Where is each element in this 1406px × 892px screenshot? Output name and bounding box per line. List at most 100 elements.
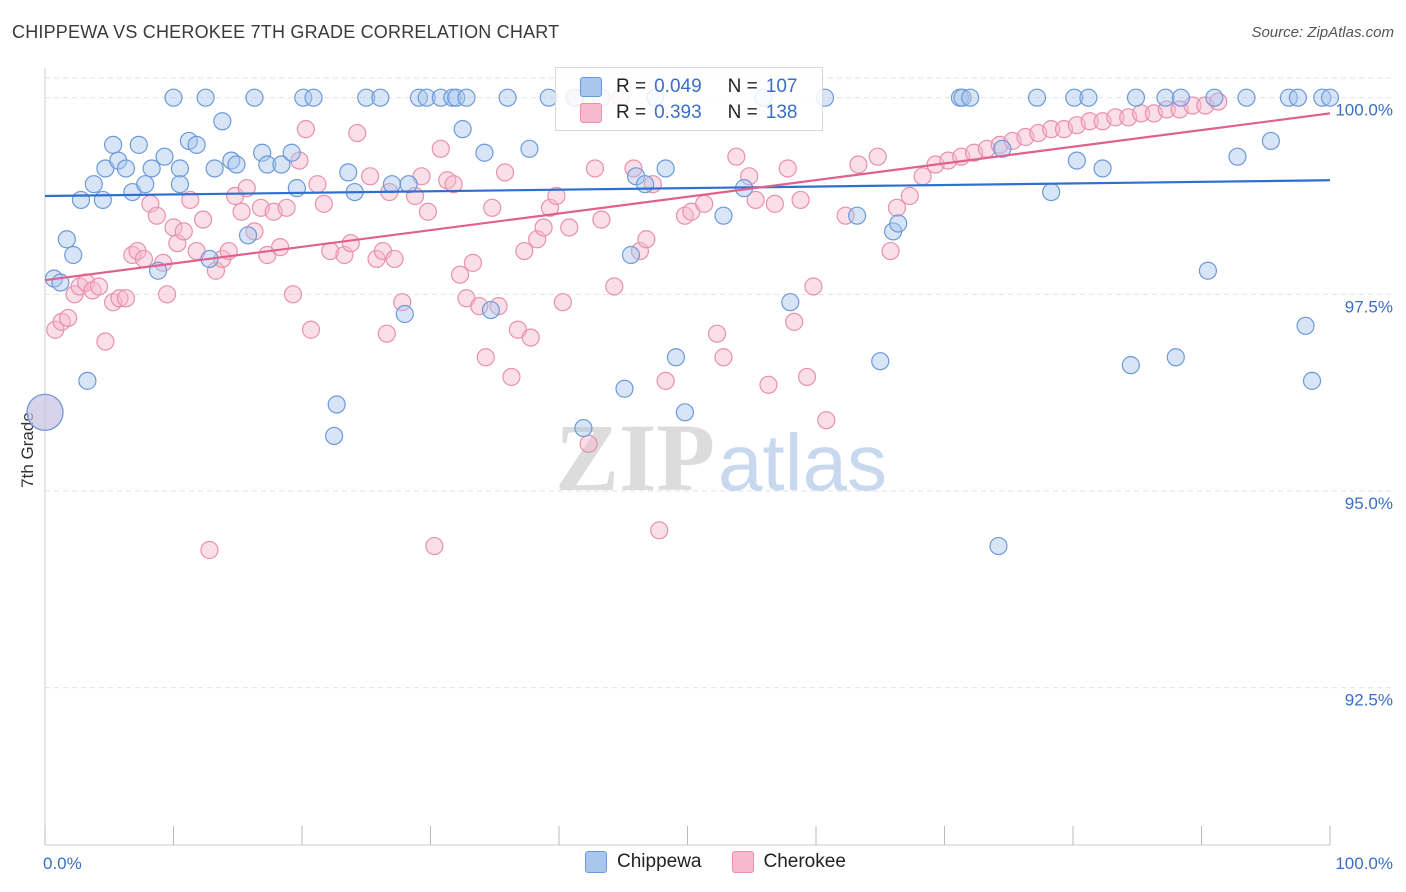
cherokee-point: [785, 312, 804, 331]
cherokee-point: [341, 234, 360, 253]
cherokee-point: [714, 348, 733, 367]
x-tick-label: 100.0%: [1335, 854, 1393, 873]
chippewa-point: [258, 155, 277, 174]
cherokee-point: [296, 120, 315, 139]
chippewa-point: [170, 159, 190, 178]
chippewa-point: [1313, 88, 1332, 107]
cherokee-point: [592, 210, 611, 229]
chippewa-point: [1067, 151, 1086, 170]
chippewa-point: [1237, 88, 1256, 107]
chippewa-point: [1261, 131, 1280, 151]
chippewa-point: [417, 88, 436, 107]
legend-r-value: 0.393: [654, 102, 702, 123]
chippewa-point: [781, 293, 800, 312]
chippewa-point: [205, 159, 224, 178]
cherokee-point: [495, 163, 515, 182]
chart-title: CHIPPEWA VS CHEROKEE 7TH GRADE CORRELATI…: [12, 22, 560, 42]
cherokee-point: [157, 285, 177, 304]
chippewa-point: [666, 348, 686, 367]
chippewa-swatch: [585, 851, 607, 873]
source-credit: Source: ZipAtlas.com: [1251, 24, 1394, 41]
chippewa-swatch: [580, 77, 602, 97]
chippewa-point: [481, 300, 500, 320]
cherokee-point: [476, 348, 495, 367]
cherokee-point: [1042, 120, 1061, 139]
cherokee-point: [147, 206, 166, 225]
chippewa-point: [357, 88, 376, 107]
cherokee-point: [116, 289, 136, 308]
correlation-legend: R = 0.049 N = 107 R = 0.393 N = 138: [555, 67, 823, 131]
chippewa-point: [621, 245, 641, 265]
chippewa-point: [84, 175, 103, 194]
legend-label-cherokee: Cherokee: [763, 851, 846, 872]
x-tick-label: 0.0%: [43, 854, 82, 873]
chippewa-point: [1166, 348, 1185, 367]
chippewa-point: [245, 88, 264, 107]
chippewa-point: [227, 155, 246, 174]
chippewa-point: [93, 190, 112, 210]
legend-n-label: N =: [727, 76, 758, 97]
chippewa-point: [1228, 147, 1247, 166]
tick-label-layer: 92.5% 95.0% 97.5% 100.0% 0.0% 100.0%: [43, 101, 1393, 873]
cherokee-point: [695, 194, 714, 213]
cherokee-point: [271, 238, 290, 257]
cherokee-point: [470, 297, 489, 316]
legend-item-chippewa[interactable]: Chippewa: [585, 851, 702, 873]
cherokee-swatch: [731, 851, 754, 873]
chippewa-point: [453, 120, 472, 139]
cherokee-point: [450, 265, 470, 284]
cherokee-point: [283, 285, 303, 304]
cherokee-point: [521, 328, 540, 347]
cherokee-point: [900, 186, 919, 206]
chippewa-point: [1121, 356, 1140, 375]
cherokee-point: [528, 230, 547, 249]
chippewa-point: [1302, 371, 1322, 390]
legend-n-label: N =: [727, 102, 758, 123]
cherokee-point: [361, 167, 380, 186]
chippewa-point: [447, 88, 466, 107]
chippewa-point: [304, 88, 323, 107]
chippewa-point: [104, 135, 123, 154]
cherokee-trend-line: [44, 112, 1331, 282]
axis-layer: [44, 68, 1331, 846]
cherokee-point: [206, 261, 226, 280]
cherokee-point: [849, 155, 868, 174]
chippewa-trend-line: [44, 179, 1331, 198]
cherokee-point: [560, 218, 579, 237]
chippewa-point: [635, 175, 655, 194]
chippewa-point: [1027, 88, 1047, 107]
cherokee-point: [791, 190, 810, 210]
chippewa-point: [1042, 182, 1061, 202]
chippewa-point: [327, 395, 346, 414]
points-layer: [26, 88, 1340, 560]
chippewa-point: [71, 190, 91, 210]
chippewa-point: [848, 206, 867, 225]
cherokee-point: [759, 375, 778, 394]
y-tick-label: 92.5%: [1345, 691, 1393, 710]
chippewa-point: [395, 304, 414, 324]
cherokee-point: [727, 147, 746, 166]
cherokee-point: [463, 253, 483, 272]
chippewa-point: [953, 88, 972, 107]
cherokee-point: [515, 241, 534, 261]
cherokee-point: [502, 367, 521, 387]
watermark: ZIP atlas: [555, 404, 887, 511]
chippewa-point: [272, 155, 291, 174]
trend-layer: [44, 112, 1331, 282]
cherokee-point: [89, 277, 109, 296]
chippewa-point: [520, 139, 539, 158]
chippewa-point: [498, 88, 517, 107]
cherokee-point: [308, 175, 327, 194]
cherokee-point: [1106, 108, 1125, 127]
cherokee-point: [553, 293, 572, 312]
cherokee-point: [605, 277, 624, 296]
legend-item-cherokee[interactable]: Cherokee: [731, 851, 846, 873]
cherokee-point: [540, 198, 560, 217]
cherokee-point: [232, 202, 251, 221]
cherokee-point: [778, 159, 797, 178]
chippewa-point: [443, 88, 462, 107]
cherokee-point: [181, 190, 200, 210]
cherokee-point: [193, 210, 213, 229]
cherokee-point: [168, 234, 187, 253]
